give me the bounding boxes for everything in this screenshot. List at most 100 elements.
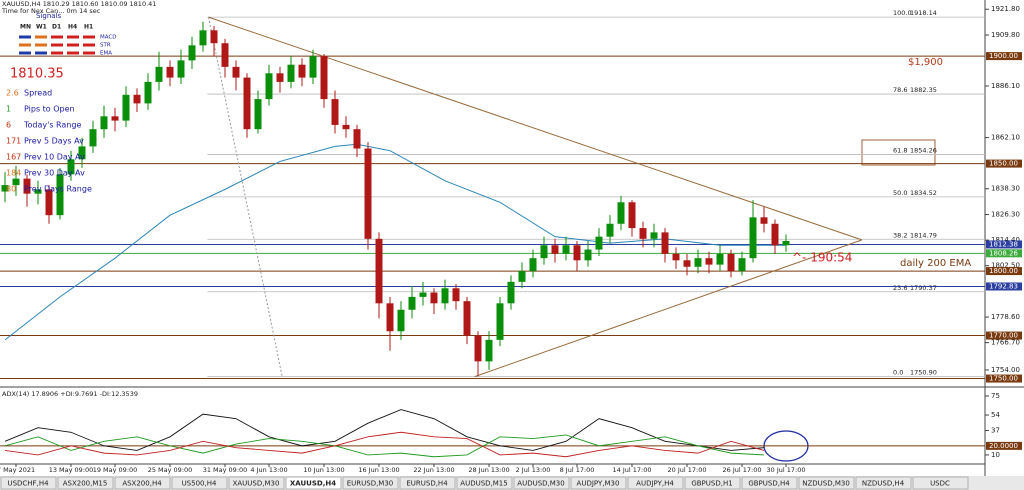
tab-label[interactable]: NZDUSD,M30 [802,480,850,488]
tab[interactable] [114,476,171,490]
tab-label[interactable]: ASX200,M15 [63,480,108,488]
level-label: 1770.00 [989,332,1018,340]
candle-body [155,66,163,82]
tab-label[interactable]: US500,H4 [182,480,217,488]
tab-label[interactable]: USDCHF,H4 [7,480,49,488]
signal-dash [51,51,63,55]
fib-level: 100.0 [893,9,912,17]
candle-body [298,64,306,78]
tab-label[interactable]: AUDJPY,H4 [636,480,674,488]
x-tick-label: 10 Jun 13:00 [303,466,344,474]
tab-label[interactable]: AUDUSD,M30 [517,480,564,488]
info-number: 167 [6,153,21,162]
adx-line [4,409,765,451]
level-box [986,159,1022,168]
x-tick-label: 28 Jun 13:00 [468,466,509,474]
tab-label[interactable]: AUDJPY,M30 [577,480,620,488]
candle-body [56,174,64,216]
candle-body [34,189,42,194]
candle-body [595,236,603,250]
candle-body [749,217,757,259]
tab-label[interactable]: EURUSD,H4 [406,480,448,488]
candle-body [309,56,317,78]
trendline [208,17,283,377]
candle-body [419,292,427,297]
info-number: 80 [6,185,16,194]
fib-value: 1834.52 [910,189,937,197]
adx-tick-label: 37 [991,426,1000,434]
signal-column: H4 [68,24,77,31]
candle-body [518,271,526,282]
signal-dash [67,43,79,47]
candle-body [441,288,449,304]
x-tick-label: 30 Jul 17:00 [767,466,806,474]
tab[interactable] [741,476,798,490]
signal-dash [51,35,63,39]
signal-dash [19,51,31,55]
candle-body [276,73,284,82]
candle-body [386,303,394,332]
tab-label[interactable]: AUDUSD,M15 [460,480,507,488]
candle-body [89,129,97,147]
candle-body [573,245,581,261]
info-number: 171 [6,137,21,146]
tab[interactable] [570,476,627,490]
level-label: 1900.00 [989,52,1018,60]
candle-body [12,178,20,186]
candle-body [606,223,614,237]
info-number: 1 [6,105,11,114]
fib-level: 23.6 [893,284,907,292]
signal-dash [35,35,47,39]
tab-label[interactable]: NZDUSD,H4 [862,480,905,488]
annotation: ^- 190:54 [792,251,852,265]
candle-body [177,60,185,78]
candle-body [133,94,141,104]
tab[interactable] [399,476,456,490]
signal-column: D1 [52,24,61,31]
candle-body [617,202,625,224]
tab[interactable] [57,476,114,490]
tab-label[interactable]: XAUUSD,M30 [233,480,280,488]
signal-column: MN [20,24,31,31]
tab-label[interactable]: GBPUSD,H1 [691,480,732,488]
candle-body [551,245,559,254]
adx-level-label: 20.0000 [989,442,1018,450]
candle-body [353,129,361,149]
tab[interactable] [171,476,228,490]
tab[interactable] [798,476,855,490]
tab[interactable] [855,476,912,490]
tab[interactable] [513,476,570,490]
tab[interactable] [228,476,285,490]
tab-label[interactable]: XAUUSD,H4 [290,480,336,488]
candle-body [78,146,86,160]
tab[interactable] [342,476,399,490]
fib-box [861,139,936,166]
tab[interactable] [627,476,684,490]
candle-body [287,64,295,82]
tab[interactable] [285,476,342,490]
candle-body [628,202,636,229]
tab-label[interactable]: ASX200,H4 [122,480,162,488]
adx-title: ADX(14) 17.8906 +DI:9.7691 -DI:12.3539 [2,390,138,398]
tab[interactable] [684,476,741,490]
tab[interactable] [0,476,57,490]
signal-column: W1 [36,24,47,31]
signal-dash [35,51,47,55]
level-box [986,249,1022,258]
tab[interactable] [912,476,969,490]
candle-body [771,223,779,246]
tab-label[interactable]: USDC [930,480,950,488]
tab-label[interactable]: EURUSD,M30 [347,480,394,488]
adx-level-box [986,441,1022,450]
fib-value: 1790.37 [910,284,937,292]
y-tick-label: 1862.10 [991,134,1020,142]
candle-body [474,335,482,362]
adx-tick-label: 10 [991,451,1000,459]
tab[interactable] [456,476,513,490]
tab-label[interactable]: GBPUSD,H4 [748,480,790,488]
x-tick-label: 16 Jun 13:00 [358,466,399,474]
y-tick-label: 1766.70 [991,339,1020,347]
x-tick-label: 8 Jul 17:00 [560,466,595,474]
info-number: 184 [6,169,21,178]
candle-body [23,178,31,194]
